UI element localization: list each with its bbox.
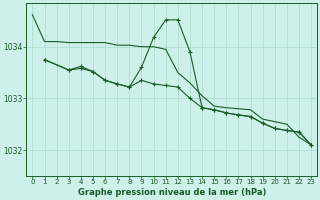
X-axis label: Graphe pression niveau de la mer (hPa): Graphe pression niveau de la mer (hPa) xyxy=(77,188,266,197)
